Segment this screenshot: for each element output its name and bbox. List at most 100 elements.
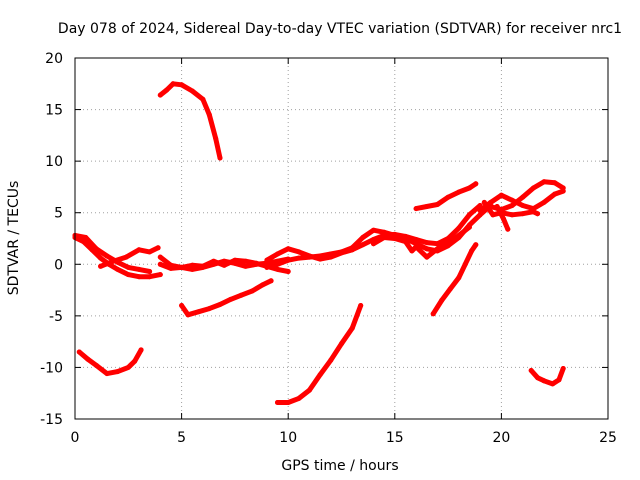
data-point xyxy=(110,258,116,264)
axis-ticks: 0 5 10 15 20 25 -15 -10 -5 0 5 10 15 20 xyxy=(40,51,617,446)
data-point xyxy=(275,400,280,405)
series-arc-13 xyxy=(413,181,479,212)
data-point xyxy=(264,264,270,270)
data-series xyxy=(72,81,566,405)
data-point xyxy=(520,211,526,217)
data-point xyxy=(403,239,408,245)
data-point xyxy=(285,269,291,274)
y-tick-label: 20 xyxy=(45,51,63,67)
data-point xyxy=(473,242,479,248)
data-point xyxy=(243,263,249,269)
data-point xyxy=(560,366,566,371)
x-tick-label: 20 xyxy=(492,430,510,446)
data-point xyxy=(221,262,227,268)
data-point xyxy=(530,209,536,215)
data-point xyxy=(179,82,185,88)
data-point xyxy=(439,297,445,303)
data-point xyxy=(466,185,472,191)
data-point xyxy=(296,249,302,255)
data-point xyxy=(211,258,217,264)
data-point xyxy=(317,253,323,259)
data-point xyxy=(349,325,355,331)
data-point xyxy=(477,212,483,218)
data-point xyxy=(189,266,195,272)
data-point xyxy=(424,204,430,209)
data-point xyxy=(196,309,202,315)
data-point xyxy=(424,254,430,260)
data-point xyxy=(85,356,91,362)
x-tick-label: 5 xyxy=(177,430,186,446)
data-point xyxy=(285,246,291,252)
data-point xyxy=(360,242,366,248)
data-point xyxy=(179,303,185,308)
series-arc-15 xyxy=(477,188,566,214)
data-point xyxy=(157,254,163,260)
data-point xyxy=(328,251,334,257)
data-point xyxy=(217,155,223,161)
data-point xyxy=(104,253,110,259)
data-point xyxy=(541,199,547,205)
series-line xyxy=(72,235,163,280)
data-point xyxy=(98,263,104,269)
data-point xyxy=(477,208,483,214)
data-point xyxy=(200,96,206,102)
series-arc-17 xyxy=(481,199,541,218)
data-point xyxy=(339,341,344,347)
data-point xyxy=(509,212,515,218)
data-point xyxy=(498,192,504,198)
data-point xyxy=(185,312,191,318)
data-point xyxy=(125,272,131,278)
data-point xyxy=(275,261,280,267)
series-line xyxy=(179,278,274,318)
data-point xyxy=(155,245,161,251)
data-point xyxy=(136,266,142,272)
data-point xyxy=(157,261,163,267)
series-arc-6 xyxy=(157,81,223,161)
series-arc-16 xyxy=(488,179,566,213)
data-point xyxy=(535,211,541,217)
data-point xyxy=(123,254,129,260)
data-point xyxy=(89,247,95,253)
data-point xyxy=(466,224,472,230)
data-point xyxy=(541,378,547,384)
data-point xyxy=(232,257,238,263)
data-point xyxy=(243,258,249,264)
y-tick-label: 5 xyxy=(54,206,63,222)
data-point xyxy=(381,229,387,235)
data-point xyxy=(317,372,323,378)
data-point xyxy=(189,262,195,268)
data-point xyxy=(528,368,534,373)
data-point xyxy=(136,274,142,280)
data-point xyxy=(556,377,562,383)
data-point xyxy=(552,180,558,186)
data-point xyxy=(81,239,86,245)
data-point xyxy=(157,272,163,278)
data-point xyxy=(275,266,280,272)
series-arc-14 xyxy=(430,242,479,317)
data-point xyxy=(83,235,89,240)
y-tick-label: -15 xyxy=(40,412,63,428)
data-point xyxy=(115,266,121,272)
data-point xyxy=(447,286,453,292)
data-point xyxy=(296,395,302,401)
data-point xyxy=(434,246,440,252)
data-point xyxy=(371,227,376,233)
data-point xyxy=(371,241,376,247)
data-point xyxy=(125,364,131,370)
series-arc-3 xyxy=(98,245,161,269)
data-point xyxy=(164,87,170,93)
data-point xyxy=(307,254,312,260)
data-point xyxy=(138,347,144,353)
data-point xyxy=(392,236,398,241)
series-arc-18 xyxy=(494,204,511,232)
x-tick-label: 15 xyxy=(386,430,404,446)
data-point xyxy=(520,194,526,200)
data-point xyxy=(157,92,163,98)
y-tick-label: -10 xyxy=(40,360,63,376)
data-point xyxy=(238,292,244,298)
series-arc-8 xyxy=(76,347,144,377)
data-point xyxy=(206,112,212,118)
data-point xyxy=(430,311,436,317)
data-point xyxy=(307,387,312,393)
